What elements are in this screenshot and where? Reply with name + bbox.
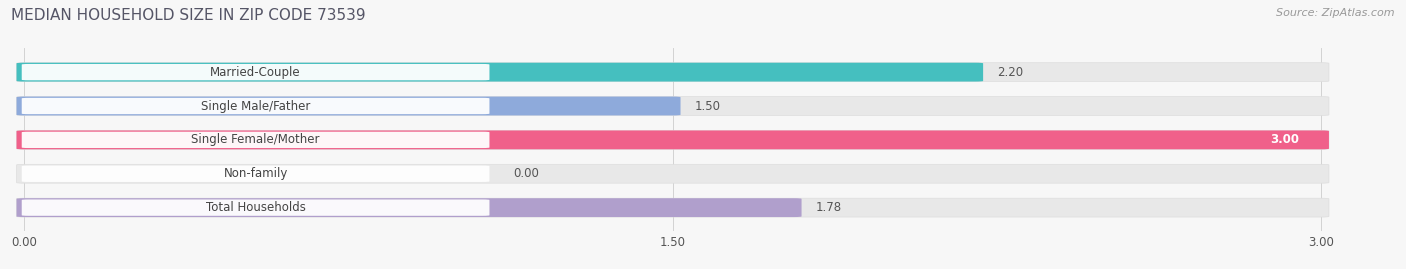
Text: Non-family: Non-family [224, 167, 288, 180]
FancyBboxPatch shape [17, 97, 1329, 115]
Text: Married-Couple: Married-Couple [211, 66, 301, 79]
FancyBboxPatch shape [17, 164, 1329, 183]
FancyBboxPatch shape [17, 63, 983, 82]
Text: 1.78: 1.78 [815, 201, 842, 214]
Text: 3.00: 3.00 [1271, 133, 1299, 146]
Text: Single Female/Mother: Single Female/Mother [191, 133, 319, 146]
FancyBboxPatch shape [17, 198, 1329, 217]
FancyBboxPatch shape [17, 130, 1329, 149]
FancyBboxPatch shape [17, 198, 801, 217]
FancyBboxPatch shape [21, 200, 489, 216]
FancyBboxPatch shape [21, 132, 489, 148]
Text: MEDIAN HOUSEHOLD SIZE IN ZIP CODE 73539: MEDIAN HOUSEHOLD SIZE IN ZIP CODE 73539 [11, 8, 366, 23]
Text: Source: ZipAtlas.com: Source: ZipAtlas.com [1277, 8, 1395, 18]
FancyBboxPatch shape [21, 166, 489, 182]
Text: 1.50: 1.50 [695, 100, 720, 112]
FancyBboxPatch shape [17, 130, 1329, 149]
Text: 2.20: 2.20 [997, 66, 1024, 79]
Text: Total Households: Total Households [205, 201, 305, 214]
Text: Single Male/Father: Single Male/Father [201, 100, 311, 112]
FancyBboxPatch shape [21, 98, 489, 114]
FancyBboxPatch shape [21, 64, 489, 80]
Text: 0.00: 0.00 [513, 167, 538, 180]
FancyBboxPatch shape [17, 63, 1329, 82]
FancyBboxPatch shape [17, 97, 681, 115]
